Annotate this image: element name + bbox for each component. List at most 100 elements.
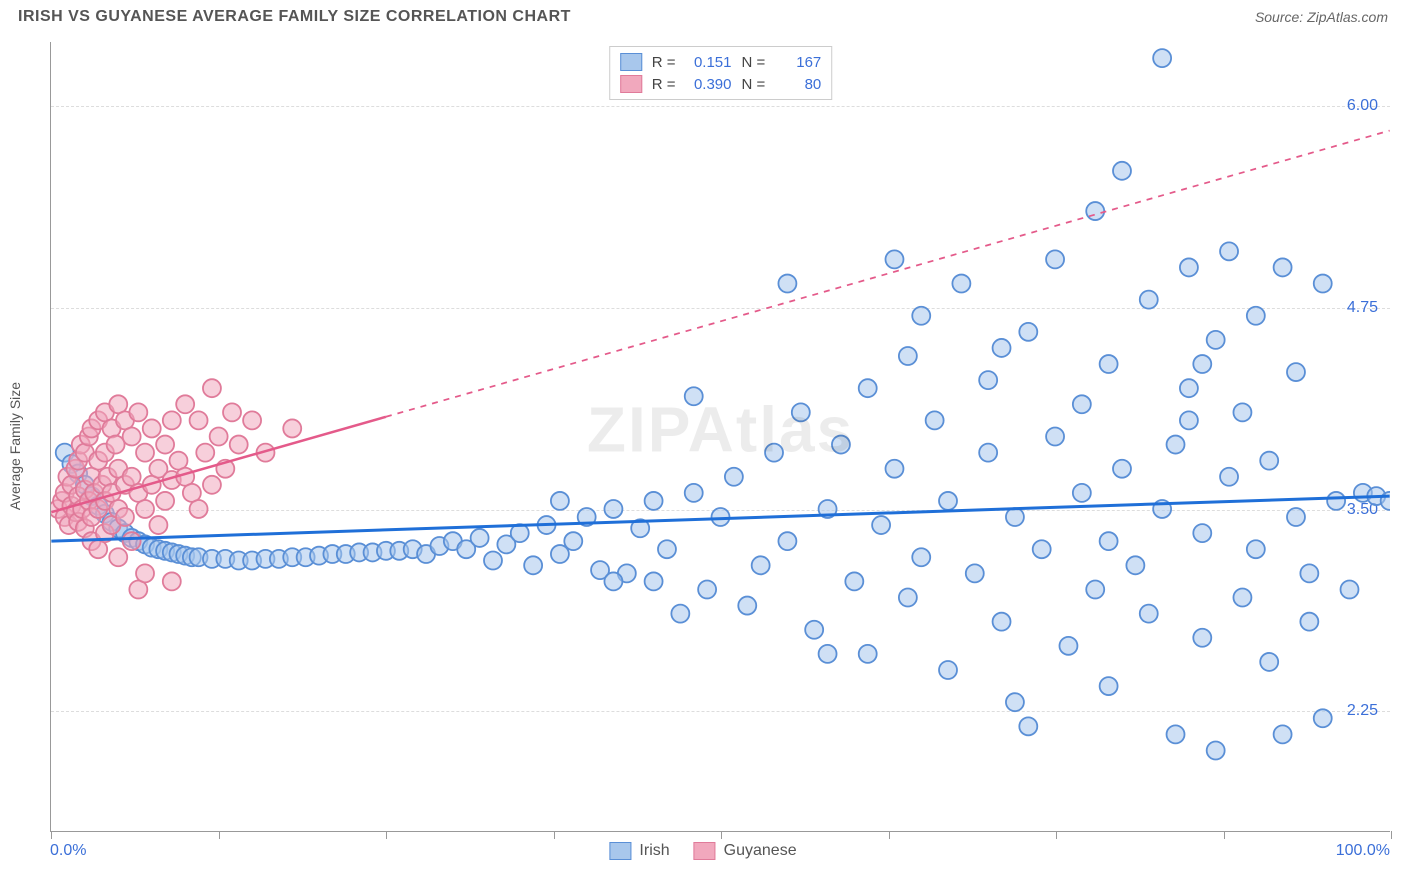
data-point: [885, 460, 903, 478]
data-point: [1314, 709, 1332, 727]
x-tick: [721, 831, 722, 839]
data-point: [1113, 162, 1131, 180]
x-tick: [386, 831, 387, 839]
x-tick: [889, 831, 890, 839]
data-point: [912, 548, 930, 566]
trend-line-extrapolated: [386, 131, 1390, 417]
data-point: [230, 436, 248, 454]
legend-item-irish: Irish: [609, 842, 669, 860]
data-point: [1086, 202, 1104, 220]
data-point: [156, 436, 174, 454]
data-point: [1086, 580, 1104, 598]
data-point: [1033, 540, 1051, 558]
data-point: [1193, 524, 1211, 542]
data-point: [952, 275, 970, 293]
data-point: [1300, 613, 1318, 631]
n-label: N =: [742, 54, 766, 71]
x-tick: [1224, 831, 1225, 839]
data-point: [1327, 492, 1345, 510]
data-point: [143, 419, 161, 437]
legend-item-guyanese: Guyanese: [694, 842, 797, 860]
data-point: [1233, 589, 1251, 607]
correlation-legend: R = 0.151 N = 167 R = 0.390 N = 80: [609, 46, 833, 100]
data-point: [671, 605, 689, 623]
data-point: [979, 371, 997, 389]
data-point: [109, 548, 127, 566]
data-point: [223, 403, 241, 421]
data-point: [645, 572, 663, 590]
data-point: [912, 307, 930, 325]
data-point: [564, 532, 582, 550]
data-point: [129, 403, 147, 421]
data-point: [1180, 258, 1198, 276]
x-tick: [51, 831, 52, 839]
data-point: [156, 492, 174, 510]
x-tick: [554, 831, 555, 839]
scatter-plot-svg: [51, 42, 1390, 831]
data-point: [1274, 725, 1292, 743]
y-axis-label: Average Family Size: [7, 382, 23, 510]
data-point: [1233, 403, 1251, 421]
data-point: [859, 645, 877, 663]
data-point: [1274, 258, 1292, 276]
swatch-guyanese-icon: [694, 842, 716, 860]
data-point: [1260, 452, 1278, 470]
trend-line: [51, 496, 1389, 541]
data-point: [176, 395, 194, 413]
data-point: [123, 532, 141, 550]
data-point: [107, 436, 125, 454]
data-point: [190, 411, 208, 429]
data-point: [136, 564, 154, 582]
data-point: [1193, 629, 1211, 647]
chart-title: IRISH VS GUYANESE AVERAGE FAMILY SIZE CO…: [18, 8, 571, 26]
data-point: [1260, 653, 1278, 671]
x-tick: [1391, 831, 1392, 839]
data-point: [859, 379, 877, 397]
legend-label: Guyanese: [724, 842, 797, 860]
data-point: [1220, 242, 1238, 260]
data-point: [1207, 331, 1225, 349]
swatch-irish-icon: [609, 842, 631, 860]
swatch-guyanese: [620, 75, 642, 93]
data-point: [1140, 291, 1158, 309]
data-point: [1019, 717, 1037, 735]
data-point: [163, 411, 181, 429]
data-point: [1019, 323, 1037, 341]
data-point: [1073, 484, 1091, 502]
data-point: [1287, 363, 1305, 381]
data-point: [685, 484, 703, 502]
data-point: [1167, 725, 1185, 743]
data-point: [1046, 250, 1064, 268]
data-point: [1314, 275, 1332, 293]
data-point: [136, 500, 154, 518]
data-point: [136, 444, 154, 462]
data-point: [1341, 580, 1359, 598]
data-point: [885, 250, 903, 268]
data-point: [658, 540, 676, 558]
data-point: [1180, 379, 1198, 397]
x-axis-min-label: 0.0%: [50, 842, 86, 860]
data-point: [1287, 508, 1305, 526]
data-point: [283, 419, 301, 437]
data-point: [1207, 742, 1225, 760]
data-point: [832, 436, 850, 454]
data-point: [123, 428, 141, 446]
data-point: [1247, 307, 1265, 325]
data-point: [845, 572, 863, 590]
data-point: [966, 564, 984, 582]
data-point: [524, 556, 542, 574]
data-point: [1100, 355, 1118, 373]
data-point: [1247, 540, 1265, 558]
data-point: [1193, 355, 1211, 373]
data-point: [778, 532, 796, 550]
data-point: [939, 492, 957, 510]
data-point: [1167, 436, 1185, 454]
data-point: [1300, 564, 1318, 582]
x-tick: [219, 831, 220, 839]
n-value: 80: [771, 76, 821, 93]
data-point: [685, 387, 703, 405]
data-point: [993, 613, 1011, 631]
data-point: [926, 411, 944, 429]
r-label: R =: [652, 76, 676, 93]
data-point: [1100, 532, 1118, 550]
